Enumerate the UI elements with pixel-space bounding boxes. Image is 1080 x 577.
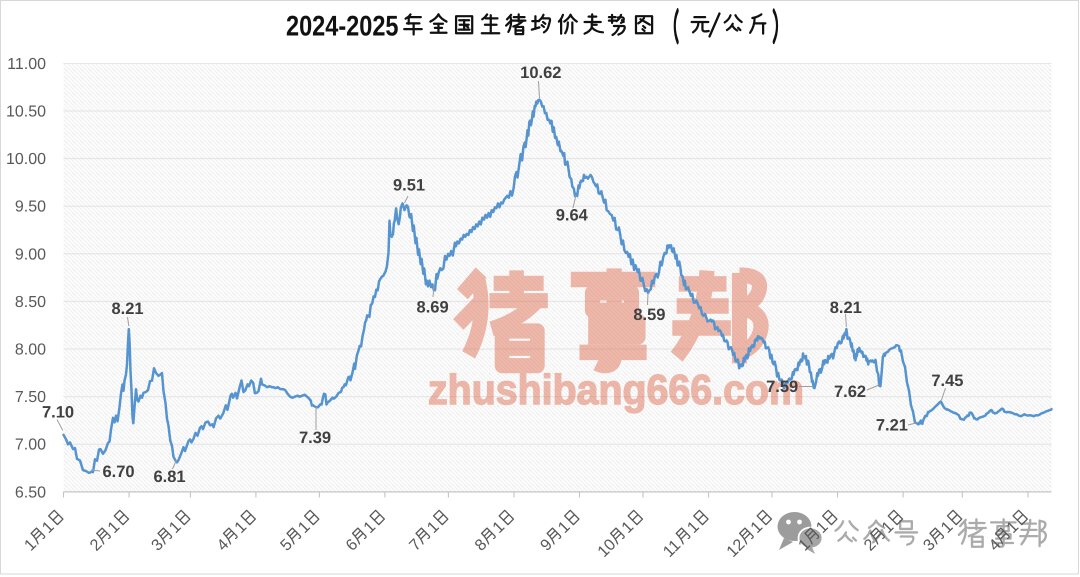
svg-text:10.50: 10.50: [6, 104, 46, 121]
svg-text:zhushibang666.com: zhushibang666.com: [428, 366, 804, 413]
svg-text:10.62: 10.62: [520, 64, 561, 82]
svg-text:8.50: 8.50: [15, 294, 46, 311]
svg-text:7.00: 7.00: [15, 437, 46, 454]
svg-text:9.51: 9.51: [393, 176, 425, 194]
svg-text:8.59: 8.59: [633, 306, 665, 324]
svg-text:7.62: 7.62: [834, 383, 866, 401]
svg-text:7.59: 7.59: [766, 378, 798, 396]
svg-text:7.45: 7.45: [931, 372, 963, 390]
svg-text:10.00: 10.00: [6, 151, 46, 168]
svg-text:2024-2025: 2024-2025: [286, 10, 399, 42]
svg-text:7.10: 7.10: [42, 403, 74, 421]
svg-text:9.00: 9.00: [15, 246, 46, 263]
svg-text:7.50: 7.50: [15, 389, 46, 406]
svg-text:6.81: 6.81: [153, 468, 185, 486]
svg-text:7.21: 7.21: [876, 417, 908, 435]
svg-text:7.39: 7.39: [299, 429, 331, 447]
svg-text:8.00: 8.00: [15, 342, 46, 359]
svg-text:9.50: 9.50: [15, 199, 46, 216]
svg-text:8.69: 8.69: [417, 298, 449, 316]
svg-text:9.64: 9.64: [556, 206, 589, 224]
svg-text:8.21: 8.21: [830, 299, 862, 317]
svg-text:11.00: 11.00: [7, 56, 46, 73]
svg-text:6.70: 6.70: [102, 463, 134, 481]
svg-text:6.50: 6.50: [15, 484, 46, 501]
svg-text:8.21: 8.21: [111, 300, 143, 318]
